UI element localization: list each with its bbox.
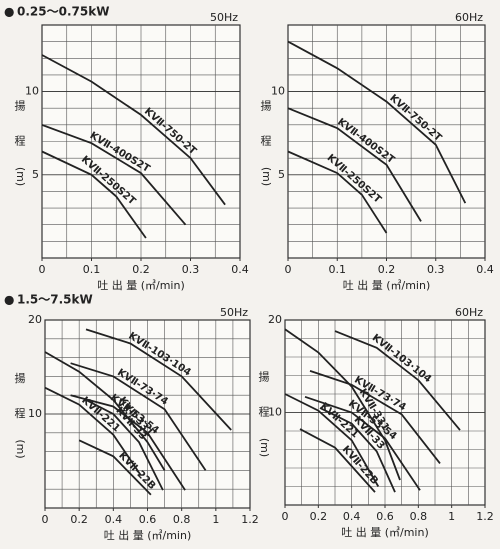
x-tick-label: 0.4 <box>343 510 361 523</box>
y-axis-label: 程 <box>259 406 270 419</box>
y-tick-label: 5 <box>278 168 285 181</box>
y-axis-label: 程 <box>15 407 26 420</box>
y-axis-label: 揚 <box>261 100 272 113</box>
curve <box>41 54 226 206</box>
curve <box>41 124 187 226</box>
curve <box>41 150 147 239</box>
subtitle: 50Hz <box>210 11 238 24</box>
y-tick-label: 10 <box>268 406 282 419</box>
section-heading: 0.25～0.75kW <box>17 5 109 19</box>
section-heading: 1.5～7.5kW <box>17 293 93 307</box>
y-tick-label: 5 <box>32 168 39 181</box>
x-tick-label: 0.3 <box>427 263 445 276</box>
y-axis-label: (m) <box>14 167 27 186</box>
y-axis-label: 揚 <box>15 100 26 113</box>
x-tick-label: 1 <box>448 510 455 523</box>
curve <box>287 150 388 234</box>
y-tick-label: 20 <box>28 313 42 326</box>
subtitle: 50Hz <box>220 306 248 319</box>
curve <box>299 428 376 493</box>
x-axis-label: 吐 出 量 (㎥/min) <box>343 278 431 292</box>
y-axis-label: (m) <box>14 439 27 458</box>
curve <box>287 107 422 222</box>
x-tick-label: 1.2 <box>241 513 259 526</box>
x-tick-label: 0 <box>285 263 292 276</box>
subtitle: 60Hz <box>455 11 483 24</box>
x-tick-label: 0.4 <box>231 263 249 276</box>
curve <box>70 394 186 491</box>
y-tick-label: 10 <box>271 85 285 98</box>
curve <box>304 395 421 491</box>
curve <box>284 328 401 481</box>
x-tick-label: 0.6 <box>376 510 394 523</box>
x-tick-label: 0 <box>282 510 289 523</box>
x-tick-label: 0 <box>39 263 46 276</box>
x-tick-label: 1.2 <box>476 510 494 523</box>
y-tick-label: 10 <box>25 85 39 98</box>
x-tick-label: 0.8 <box>173 513 191 526</box>
curve <box>78 439 152 496</box>
x-tick-label: 0.4 <box>476 263 494 276</box>
curve <box>44 351 166 471</box>
curve <box>85 399 164 491</box>
curve <box>309 370 441 464</box>
y-axis-label: (m) <box>258 438 271 457</box>
section-bullet: ● <box>4 5 14 19</box>
subtitle: 60Hz <box>455 306 483 319</box>
x-tick-label: 0.6 <box>139 513 157 526</box>
x-tick-label: 0.3 <box>182 263 200 276</box>
x-tick-label: 0 <box>42 513 49 526</box>
section-bullet: ● <box>4 293 14 307</box>
curve <box>284 393 380 487</box>
curve <box>319 407 396 493</box>
x-tick-label: 0.2 <box>132 263 150 276</box>
y-tick-label: 10 <box>28 407 42 420</box>
y-axis-label: 程 <box>15 135 26 148</box>
curve <box>85 328 232 431</box>
x-axis-label: 吐 出 量 (㎥/min) <box>104 528 192 542</box>
curve <box>44 386 142 476</box>
x-tick-label: 0.1 <box>329 263 347 276</box>
y-tick-label: 20 <box>268 313 282 326</box>
curve <box>287 40 467 204</box>
curve <box>334 330 461 431</box>
x-tick-label: 0.1 <box>83 263 101 276</box>
x-axis-label: 吐 出 量 (㎥/min) <box>341 525 429 539</box>
y-axis-label: 揚 <box>15 372 26 385</box>
y-axis-label: (m) <box>260 167 273 186</box>
x-tick-label: 1 <box>212 513 219 526</box>
x-tick-label: 0.2 <box>378 263 396 276</box>
y-axis-label: 揚 <box>259 371 270 384</box>
curve <box>70 362 207 471</box>
x-tick-label: 0.2 <box>70 513 88 526</box>
x-tick-label: 0.8 <box>410 510 428 523</box>
x-tick-label: 0.4 <box>105 513 123 526</box>
x-axis-label: 吐 出 量 (㎥/min) <box>97 278 185 292</box>
x-tick-label: 0.2 <box>310 510 328 523</box>
y-axis-label: 程 <box>261 135 272 148</box>
